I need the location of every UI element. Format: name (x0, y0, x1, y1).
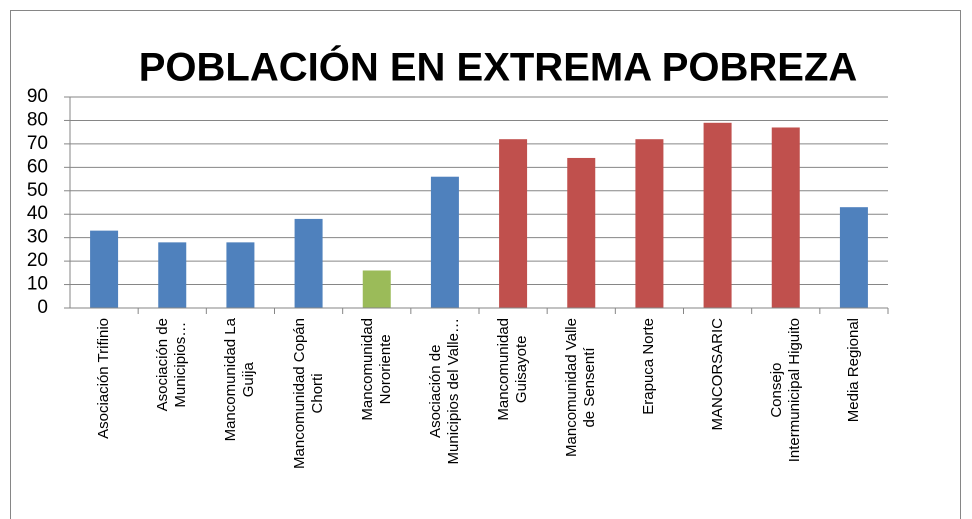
x-tick-label-box: Consejo Intermunicipal Higuito (754, 318, 818, 518)
bar (567, 157, 596, 308)
x-tick-label: Media Regional (844, 318, 862, 423)
y-tick-label: 0 (37, 297, 48, 318)
x-tick-label-box: Mancomunidad La Guija (208, 318, 272, 518)
x-tick-label-box: Erapuca Norte (617, 318, 681, 518)
y-tick-label: 10 (27, 274, 48, 295)
bar (226, 242, 255, 308)
x-tick-label: Asociación Trifinio (95, 318, 113, 439)
x-tick-label: Consejo Intermunicipal Higuito (767, 318, 803, 463)
x-tick-label: Asociación de Municipios… (154, 318, 190, 412)
bar (703, 122, 732, 309)
x-tick-label: Mancomunidad Valle de Sensentí (563, 318, 599, 457)
x-tick-label-box: Mancomunidad Valle de Sensentí (549, 318, 613, 518)
x-tick-label: Mancomunidad Guisayote (495, 318, 531, 421)
bar (430, 176, 459, 308)
x-tick-label-box: Mancomunidad Guisayote (481, 318, 545, 518)
y-tick-label: 20 (27, 250, 48, 271)
x-tick-label-box: Asociación de Municipios del Valle… (413, 318, 477, 518)
x-tick-label: Mancomunidad La Guija (222, 318, 258, 442)
bar (294, 218, 323, 308)
bar (635, 139, 664, 308)
x-tick-label: Mancomunidad Nororiente (358, 318, 394, 421)
x-tick-label-box: Mancomunidad Copán Chorti (277, 318, 341, 518)
bar (839, 207, 868, 308)
bar (771, 127, 800, 308)
y-tick-label: 60 (27, 156, 48, 177)
x-tick-label-box: Mancomunidad Nororiente (345, 318, 409, 518)
x-tick-label-box: Media Regional (822, 318, 886, 518)
x-tick-label: MANCORSARIC (708, 318, 726, 431)
x-tick-label-box: MANCORSARIC (686, 318, 750, 518)
x-tick-label: Asociación de Municipios del Valle… (426, 318, 462, 465)
y-tick-label: 30 (27, 227, 48, 248)
x-tick-label: Erapuca Norte (640, 318, 658, 415)
y-tick-label: 70 (27, 133, 48, 154)
x-tick-label-box: Asociación Trifinio (72, 318, 136, 518)
x-tick-label-box: Asociación de Municipios… (140, 318, 204, 518)
y-tick-label: 50 (27, 180, 48, 201)
bar (90, 230, 119, 308)
x-tick-label: Mancomunidad Copán Chorti (290, 318, 326, 469)
y-tick-label: 40 (27, 203, 48, 224)
chart-title: POBLACIÓN EN EXTREMA POBREZA (139, 44, 858, 90)
y-tick-label: 80 (27, 109, 48, 130)
bar (499, 139, 528, 308)
bar (158, 242, 187, 308)
y-tick-label: 90 (27, 86, 48, 107)
bar (362, 270, 391, 308)
